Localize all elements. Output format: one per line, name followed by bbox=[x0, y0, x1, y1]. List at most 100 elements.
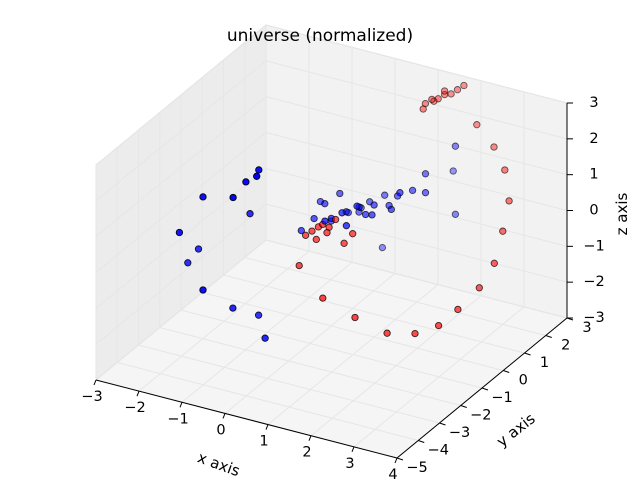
blue-point bbox=[361, 210, 370, 219]
scatter-points bbox=[175, 81, 513, 342]
blue-point bbox=[421, 189, 430, 197]
red-point bbox=[505, 197, 513, 205]
z-axis-label: z axis bbox=[613, 192, 631, 235]
tick-mark bbox=[179, 402, 183, 408]
blue-point bbox=[408, 186, 417, 195]
grid-line bbox=[265, 132, 568, 211]
grid-line bbox=[265, 60, 568, 140]
tick-mark bbox=[481, 387, 489, 391]
red-point bbox=[428, 95, 436, 104]
grid-line bbox=[95, 239, 267, 381]
blue-point bbox=[368, 211, 376, 219]
blue-point bbox=[370, 201, 378, 209]
grid-line bbox=[180, 309, 483, 389]
grid-line bbox=[244, 257, 546, 336]
blue-point bbox=[261, 334, 269, 342]
y-tick-label: −3 bbox=[449, 425, 470, 441]
red-point bbox=[323, 229, 331, 237]
red-point bbox=[383, 329, 391, 337]
y-tick-label: −5 bbox=[406, 460, 427, 476]
grid-line bbox=[265, 239, 568, 319]
z-tick-label: 3 bbox=[589, 95, 598, 111]
chart-title: universe (normalized) bbox=[227, 26, 413, 46]
red-point bbox=[440, 87, 449, 95]
tick-mark bbox=[265, 424, 269, 430]
grid-line bbox=[265, 96, 568, 176]
blue-point bbox=[199, 193, 207, 201]
red-point bbox=[475, 284, 483, 292]
tick-mark bbox=[136, 390, 140, 397]
grid-line bbox=[265, 24, 568, 104]
red-point bbox=[473, 121, 481, 129]
red-point bbox=[331, 215, 340, 224]
x-tick-label: −1 bbox=[167, 411, 188, 427]
blue-point bbox=[229, 193, 237, 202]
grid-line bbox=[95, 132, 267, 273]
blue-point bbox=[421, 170, 430, 178]
red-point bbox=[499, 227, 507, 235]
grid-line bbox=[223, 274, 525, 354]
blue-point bbox=[194, 245, 203, 253]
blue-point bbox=[381, 191, 389, 199]
blue-point bbox=[175, 228, 184, 237]
grid-line bbox=[265, 167, 568, 247]
z-tick-label: 2 bbox=[589, 131, 598, 147]
grid-line bbox=[138, 344, 440, 424]
red-point bbox=[349, 230, 357, 238]
tick-mark bbox=[418, 440, 425, 443]
x-tick-label: 3 bbox=[345, 456, 354, 472]
red-point bbox=[301, 231, 310, 239]
grid-line bbox=[159, 327, 461, 406]
grid-line bbox=[202, 292, 504, 371]
red-point bbox=[490, 259, 498, 267]
tick-mark bbox=[545, 335, 552, 338]
tick-marks bbox=[93, 102, 574, 464]
blue-point bbox=[451, 142, 460, 150]
x-tick-label: 0 bbox=[216, 422, 225, 438]
red-point bbox=[419, 105, 427, 113]
x-tick-label: 2 bbox=[302, 445, 311, 461]
z-tick-label: −2 bbox=[583, 274, 604, 290]
blue-point bbox=[353, 202, 361, 210]
tick-mark bbox=[222, 413, 226, 419]
blue-point bbox=[254, 311, 263, 319]
red-point bbox=[351, 313, 359, 322]
grid-line bbox=[95, 167, 267, 309]
tick-mark bbox=[439, 422, 446, 426]
tick-mark bbox=[503, 370, 510, 373]
blue-point bbox=[246, 210, 254, 218]
blue-point bbox=[321, 200, 329, 208]
red-point bbox=[312, 235, 320, 244]
y-tick-label: −4 bbox=[428, 443, 449, 459]
y-tick-label: −1 bbox=[491, 390, 512, 406]
x-tick-label: 4 bbox=[388, 467, 397, 483]
tick-mark bbox=[396, 457, 404, 461]
blue-point bbox=[396, 189, 404, 197]
x-tick-label: −2 bbox=[124, 400, 145, 416]
grid-line bbox=[95, 203, 267, 345]
x-tick-label: 1 bbox=[259, 434, 268, 450]
z-tick-label: 1 bbox=[589, 167, 598, 183]
red-point bbox=[490, 143, 498, 151]
blue-point bbox=[297, 226, 305, 235]
blue-point bbox=[253, 172, 261, 180]
red-point bbox=[447, 90, 455, 98]
blue-point bbox=[229, 304, 237, 312]
red-point bbox=[454, 305, 462, 314]
grid-line bbox=[95, 24, 267, 166]
y-tick-label: −2 bbox=[470, 408, 491, 424]
grid-line bbox=[117, 362, 419, 441]
z-tick-label: −3 bbox=[583, 310, 604, 326]
red-point bbox=[434, 321, 443, 330]
x-axis-label: x axis bbox=[195, 448, 242, 480]
tick-mark bbox=[308, 435, 312, 441]
blue-point bbox=[342, 222, 351, 230]
red-point bbox=[295, 261, 303, 270]
grid-line bbox=[95, 60, 267, 202]
blue-point bbox=[321, 217, 329, 225]
z-tick-labels: −3 −2 −1 0 1 2 3 bbox=[583, 95, 604, 326]
tick-mark bbox=[351, 446, 355, 453]
tick-mark bbox=[524, 352, 531, 356]
blue-point bbox=[242, 178, 250, 186]
y-tick-label: 1 bbox=[540, 355, 549, 371]
